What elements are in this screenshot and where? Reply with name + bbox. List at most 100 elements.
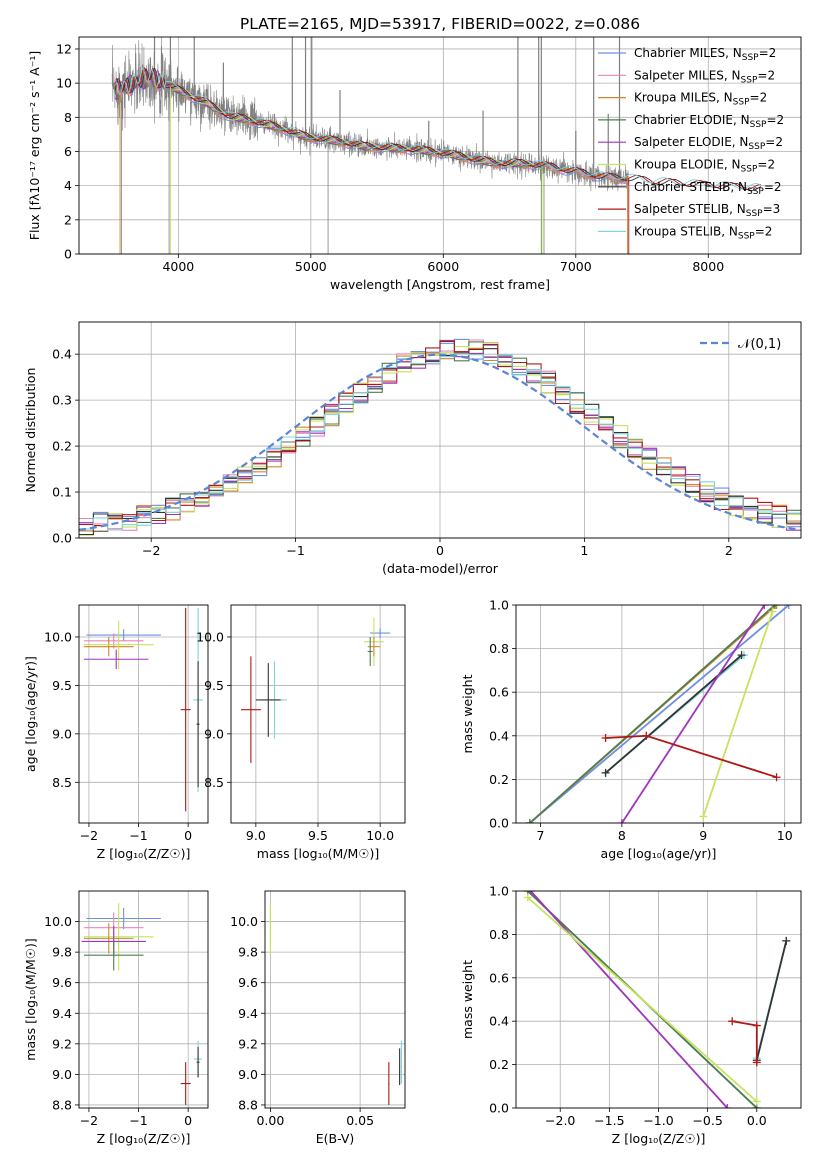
weight-marker [770, 605, 779, 609]
weight-marker [642, 731, 651, 740]
x-tick-label: −1 [129, 1113, 147, 1128]
weight-marker [752, 1021, 761, 1030]
y-tick-label: 0.3 [52, 393, 72, 408]
plot-area [79, 338, 801, 536]
x-tick-label: −1 [129, 828, 147, 843]
panel-weight_vs_age: 7 8 9 10 0.0 0.2 0.4 0.6 0.8 1.0 age [log₁₀(age/yr… [460, 598, 802, 861]
weight-marker [601, 733, 610, 742]
y-tick-label: 0.2 [489, 772, 509, 787]
legend-subscript: SSP [742, 53, 759, 63]
x-tick-label: 6000 [427, 259, 459, 274]
weight-line-4 [529, 605, 776, 823]
legend-nssp: =2 [764, 180, 782, 194]
y-tick-label: 12 [56, 41, 72, 56]
y-tick-label: 0.0 [489, 816, 509, 831]
weight-marker [526, 891, 535, 895]
normal-reference [79, 353, 799, 531]
x-axis-label: (data-model)/error [382, 561, 499, 576]
plot-area [525, 605, 793, 823]
y-tick-label: 10 [56, 76, 72, 91]
y-tick-label: 1.0 [489, 598, 509, 613]
x-tick-label: 2 [725, 543, 733, 558]
y-axis-label: Flux [fλ10⁻¹⁷ erg cm⁻² s⁻¹ A⁻¹] [27, 51, 42, 240]
legend-label: Chabrier ELODIE, NSSP=2 [634, 113, 784, 130]
axes-frame [264, 890, 406, 1109]
weight-marker [768, 607, 777, 616]
model-line-8 [114, 67, 762, 190]
ticks: −2 −1 0 8.5 9.0 9.5 10.0 [44, 629, 192, 843]
grid [516, 890, 801, 1109]
weight-marker [737, 651, 746, 660]
x-tick-label: 8 [618, 828, 626, 843]
x-tick-label: 4000 [162, 259, 194, 274]
x-axis-label: wavelength [Angstrom, rest frame] [330, 277, 550, 292]
weight-line-7 [605, 734, 777, 779]
y-tick-label: 0.0 [489, 1101, 509, 1116]
ticks: 4000 5000 6000 7000 8000 0 2 4 6 8 10 12 [56, 41, 724, 274]
panel-mass_vs_Z: −2 −1 0 8.8 9.0 9.2 9.4 9.6 9.8 10.0 Z [log₁₀(Z/Z☉… [23, 890, 209, 1146]
x-tick-label: 0 [436, 543, 444, 558]
legend-subscript: SSP [750, 120, 767, 130]
legend-subscript: SSP [741, 165, 758, 175]
y-tick-label: 9.8 [238, 945, 258, 960]
panel-spectrum: 4000 5000 6000 7000 8000 0 2 4 6 8 10 12 wavelength … [27, 36, 802, 292]
legend-label: Kroupa MILES, NSSP=2 [634, 91, 767, 108]
y-tick-label: 6 [64, 144, 72, 159]
axes-frame [230, 604, 406, 824]
x-tick-label: −0.5 [692, 1113, 722, 1128]
legend-subscript: SSP [738, 231, 755, 241]
legend-label: 𝒩(0,1) [738, 337, 781, 352]
x-tick-label: 10.0 [366, 828, 394, 843]
y-tick-label: 0.6 [489, 685, 509, 700]
y-tick-label: 8.5 [204, 775, 224, 790]
grid [79, 605, 208, 823]
legend-subscript: SSP [748, 142, 765, 152]
weight-marker [617, 819, 626, 823]
plot-area [240, 617, 391, 763]
y-tick-label: 9.0 [52, 726, 72, 741]
y-tick-label: 8.5 [52, 775, 72, 790]
x-axis-label: age [log₁₀(age/yr)] [601, 846, 717, 861]
y-tick-label: 0.8 [489, 927, 509, 942]
weight-marker [782, 936, 791, 945]
x-tick-label: −2 [142, 543, 160, 558]
x-tick-label: 7000 [560, 259, 592, 274]
plot-area [269, 903, 402, 1105]
weight-marker [760, 605, 769, 609]
legend-label: Chabrier STELIB, NSSP=2 [634, 180, 782, 197]
legend-nssp: =2 [766, 113, 784, 127]
y-tick-label: 9.2 [52, 1036, 72, 1051]
axes-frame [78, 890, 209, 1109]
y-tick-label: 8.8 [238, 1097, 258, 1112]
y-tick-label: 0.0 [52, 531, 72, 546]
model-line-6 [114, 67, 762, 191]
y-tick-label: 9.4 [52, 1006, 72, 1021]
legend-nssp: =2 [755, 224, 773, 238]
panel-weight_vs_Z: −2.0 −1.5 −1.0 −0.5 0.0 0.0 0.2 0.4 0.6 0.8 1.0 Z [… [460, 884, 802, 1146]
weight-marker [525, 819, 534, 823]
legend-subscript: SSP [746, 209, 763, 219]
ticks: 9.0 9.5 10.0 8.5 9.0 9.5 10.0 [196, 629, 394, 843]
legend-label: Salpeter ELODIE, NSSP=2 [634, 135, 783, 152]
y-tick-label: 9.5 [204, 678, 224, 693]
y-tick-label: 4 [64, 178, 72, 193]
axes-frame [78, 321, 802, 539]
legend-label: Salpeter STELIB, NSSP=3 [634, 202, 780, 219]
legend-label: Kroupa STELIB, NSSP=2 [634, 224, 772, 241]
legend: Chabrier MILES, NSSP=2 Salpeter MILES, NS… [598, 46, 784, 241]
weight-marker [728, 1017, 737, 1026]
weight-marker [784, 605, 793, 609]
y-tick-label: 10.0 [44, 914, 72, 929]
ticks: 0.00 0.05 8.8 9.0 9.2 9.4 9.6 9.8 10.0 [230, 914, 374, 1128]
y-tick-label: 9.0 [238, 1067, 258, 1082]
y-tick-label: 10.0 [44, 629, 72, 644]
x-tick-label: 8000 [692, 259, 724, 274]
weight-line-3 [527, 896, 758, 1103]
x-tick-label: 9 [699, 828, 707, 843]
y-tick-label: 0.2 [52, 439, 72, 454]
model-line-7 [114, 67, 762, 191]
x-axis-label: Z [log₁₀(Z/Z☉)] [97, 1131, 191, 1146]
axes-frame [515, 604, 802, 824]
x-tick-label: −2 [80, 828, 98, 843]
legend-subscript: SSP [741, 75, 758, 85]
